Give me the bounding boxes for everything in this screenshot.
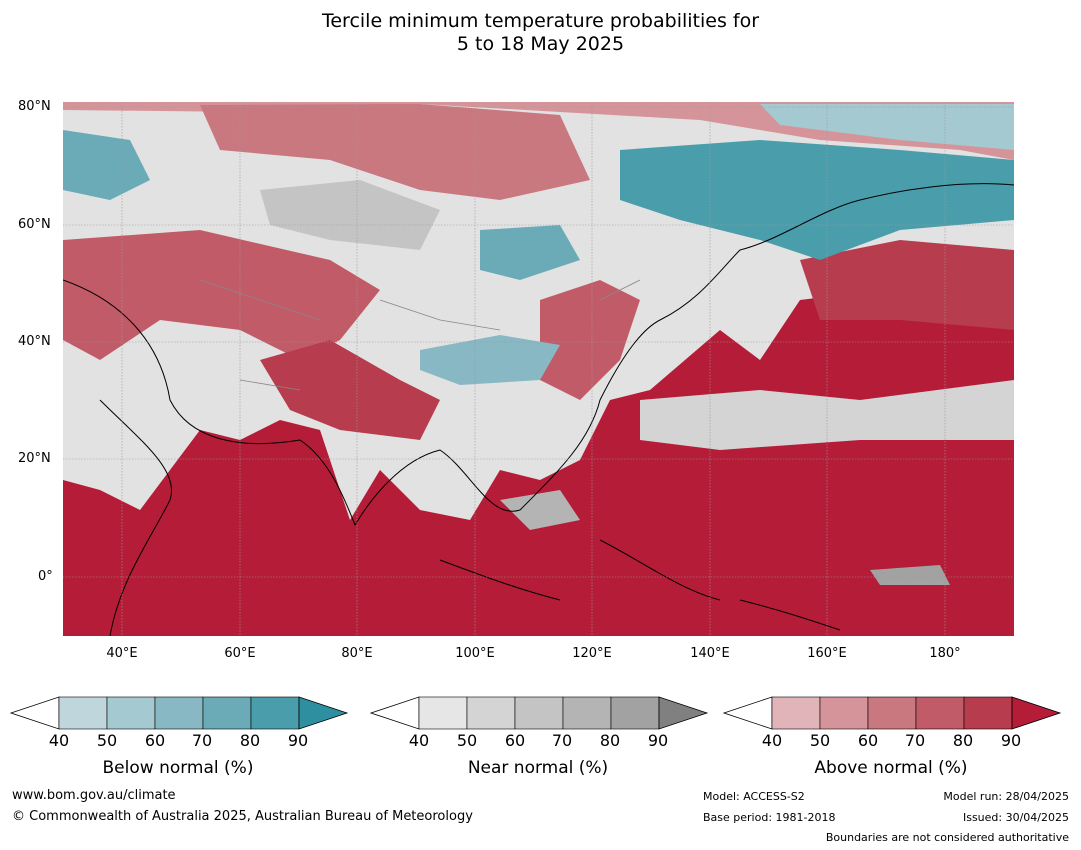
near-patch-eurasia (260, 180, 440, 250)
colorbar-segment (202, 696, 252, 730)
lat-label-60n: 60°N (18, 217, 51, 232)
legend-below-tick: 60 (144, 731, 166, 750)
legend-above-tick: 60 (857, 731, 879, 750)
legend-above-tick: 50 (809, 731, 831, 750)
website-link[interactable]: www.bom.gov.au/climate (12, 788, 176, 803)
model-text: Model: ACCESS-S2 (703, 790, 805, 803)
legend-above-tick: 70 (904, 731, 926, 750)
colorbar-high-extension (658, 696, 709, 730)
border-lines (199, 279, 641, 391)
colorbar-low-extension (370, 696, 420, 730)
lat-label-40n: 40°N (18, 334, 51, 349)
legend-below-tick: 70 (191, 731, 213, 750)
near-patch-equatorial (870, 565, 950, 585)
legend-near-title: Near normal (%) (467, 758, 609, 778)
legend-near-tick: 50 (456, 731, 478, 750)
lat-label-0: 0° (38, 569, 53, 584)
above-patch-north (200, 104, 590, 200)
probability-map (63, 102, 1014, 636)
coastline-africa (99, 399, 172, 636)
legend-above-title: Above normal (%) (814, 758, 968, 778)
above-patch-pacific (800, 240, 1014, 330)
colorbar-segment (915, 696, 965, 730)
legend-below-tick: 50 (96, 731, 118, 750)
legend-below-tick: 90 (287, 731, 309, 750)
above-patch-himalaya (260, 340, 440, 440)
colorbar-low-extension (723, 696, 773, 730)
lon-label-80e: 80°E (341, 646, 373, 661)
lon-label-140e: 140°E (690, 646, 730, 661)
colorbar-segment (466, 696, 516, 730)
below-patch-central (480, 225, 580, 280)
below-patch-west (63, 130, 150, 200)
below-patch-siberia (620, 140, 1014, 260)
legend-above-colorbar (723, 696, 1062, 730)
legend-above-tick: 80 (952, 731, 974, 750)
colorbar-high-extension (298, 696, 349, 730)
above-patch-west (63, 230, 380, 360)
lon-label-160e: 160°E (807, 646, 847, 661)
below-patch-mongolia (420, 335, 560, 385)
title-line-2: 5 to 18 May 2025 (456, 33, 625, 55)
lon-label-60e: 60°E (224, 646, 256, 661)
legend-above-tick: 90 (1000, 731, 1022, 750)
legend-near-tick: 60 (504, 731, 526, 750)
below-patch-arctic (760, 104, 1014, 150)
legend-below-title: Below normal (%) (102, 758, 254, 778)
base-period-text: Base period: 1981-2018 (703, 811, 836, 824)
colorbar-segment (106, 696, 156, 730)
colorbar-segment (562, 696, 612, 730)
colorbar-segment (610, 696, 660, 730)
colorbar-segment (154, 696, 204, 730)
lon-label-180: 180° (929, 646, 961, 661)
legend-near-tick: 70 (551, 731, 573, 750)
legend-near-tick: 80 (599, 731, 621, 750)
lat-label-80n: 80°N (18, 99, 51, 114)
lon-label-100e: 100°E (455, 646, 495, 661)
coastline-indonesia (439, 539, 841, 631)
legend-near-colorbar (370, 696, 709, 730)
colorbar-segment (418, 696, 468, 730)
colorbar-low-extension (10, 696, 60, 730)
legend-near-tick: 90 (647, 731, 669, 750)
lon-label-120e: 120°E (572, 646, 612, 661)
colorbar-segment (514, 696, 564, 730)
disclaimer-text: Boundaries are not considered authoritat… (825, 831, 1069, 844)
colorbar-segment (819, 696, 869, 730)
model-run-text: Model run: 28/04/2025 (943, 790, 1069, 803)
legend-near-tick: 40 (408, 731, 430, 750)
graticule (63, 102, 1014, 636)
near-patch-southeast (500, 490, 580, 530)
colorbar-segment (250, 696, 300, 730)
above-patch-china (540, 280, 640, 400)
map-title: Tercile minimum temperature probabilitie… (0, 10, 1081, 56)
colorbar-segment (58, 696, 108, 730)
colorbar-segment (867, 696, 917, 730)
legend-below-tick: 40 (48, 731, 70, 750)
colorbar-segment (771, 696, 821, 730)
copyright-text: © Commonwealth of Australia 2025, Austra… (12, 809, 473, 824)
legend-below-tick: 80 (239, 731, 261, 750)
legend-above-tick: 40 (761, 731, 783, 750)
colorbar-segment (963, 696, 1013, 730)
lon-label-40e: 40°E (106, 646, 138, 661)
legend-below-colorbar (10, 696, 349, 730)
title-line-1: Tercile minimum temperature probabilitie… (321, 10, 760, 32)
colorbar-high-extension (1011, 696, 1062, 730)
lat-label-20n: 20°N (18, 451, 51, 466)
issued-text: Issued: 30/04/2025 (962, 811, 1069, 824)
coastline-asia (63, 183, 1014, 527)
